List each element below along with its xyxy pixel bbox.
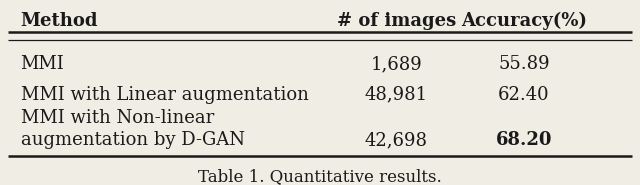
Text: 55.89: 55.89 — [498, 55, 550, 73]
Text: 62.40: 62.40 — [498, 86, 550, 104]
Text: augmentation by D-GAN: augmentation by D-GAN — [20, 131, 244, 149]
Text: 42,698: 42,698 — [365, 131, 428, 149]
Text: MMI: MMI — [20, 55, 64, 73]
Text: 68.20: 68.20 — [495, 131, 552, 149]
Text: Method: Method — [20, 12, 98, 30]
Text: 1,689: 1,689 — [371, 55, 422, 73]
Text: # of images: # of images — [337, 12, 456, 30]
Text: Accuracy(%): Accuracy(%) — [461, 12, 587, 30]
Text: 48,981: 48,981 — [365, 86, 428, 104]
Text: Table 1. Quantitative results.: Table 1. Quantitative results. — [198, 168, 442, 185]
Text: MMI with Non-linear: MMI with Non-linear — [20, 109, 214, 127]
Text: MMI with Linear augmentation: MMI with Linear augmentation — [20, 86, 308, 104]
